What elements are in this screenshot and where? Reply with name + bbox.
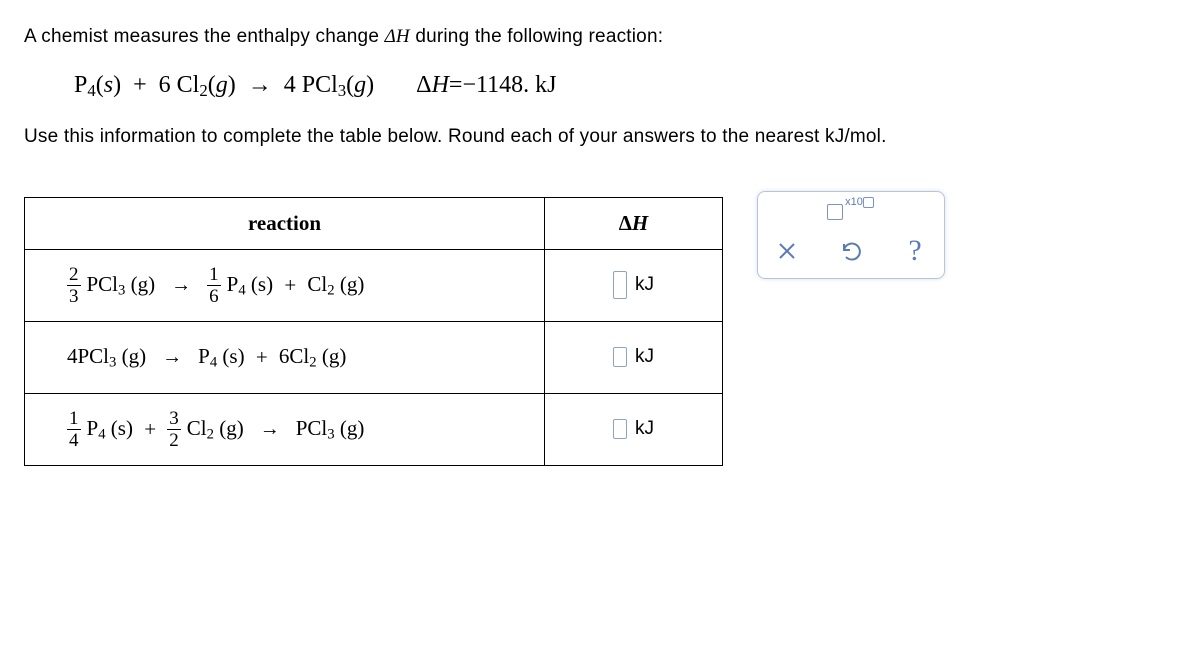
table-row: 4PCl3 (g) → P4 (s) + 6Cl2 (g) kJ: [25, 321, 723, 393]
header-dh: ΔH: [545, 197, 723, 249]
reaction-3: 14 P4 (s) + 32 Cl2 (g) → PCl3 (g): [25, 394, 544, 465]
answer-input-3[interactable]: [613, 419, 627, 439]
reaction-table: reaction ΔH 23 PCl3 (g) → 16 P4 (s) + Cl…: [24, 197, 723, 466]
delta-h-sym-inline: ΔH: [385, 26, 410, 47]
reaction-1: 23 PCl3 (g) → 16 P4 (s) + Cl2 (g): [25, 250, 544, 321]
unit-label: kJ: [635, 344, 654, 371]
undo-icon: [839, 240, 863, 262]
given-reaction-dh: ΔH=−1148. kJ: [416, 69, 556, 103]
keypad-exponent-button[interactable]: x10: [827, 204, 875, 220]
unit-label: kJ: [635, 272, 654, 299]
prompt-suffix: during the following reaction:: [410, 26, 663, 47]
keypad-x10-label: x10: [845, 195, 863, 210]
given-reaction-equation: P4(s) + 6 Cl2(g) → 4 PCl3(g): [74, 69, 374, 103]
header-reaction: reaction: [25, 197, 545, 249]
keypad-panel: x10 ?: [757, 191, 945, 279]
keypad-clear-button[interactable]: [772, 238, 802, 264]
given-dh-value: −1148. kJ: [462, 72, 556, 98]
reaction-2: 4PCl3 (g) → P4 (s) + 6Cl2 (g): [25, 322, 544, 393]
given-reaction: P4(s) + 6 Cl2(g) → 4 PCl3(g) ΔH=−1148. k…: [74, 69, 1176, 103]
keypad-help-button[interactable]: ?: [900, 238, 930, 264]
prompt-prefix: A chemist measures the enthalpy change: [24, 26, 385, 47]
instruction-text: Use this information to complete the tab…: [24, 124, 1176, 151]
prompt-line: A chemist measures the enthalpy change Δ…: [24, 24, 1176, 51]
table-row: 23 PCl3 (g) → 16 P4 (s) + Cl2 (g) kJ: [25, 249, 723, 321]
x-icon: [777, 241, 797, 261]
keypad-undo-button[interactable]: [836, 238, 866, 264]
table-row: 14 P4 (s) + 32 Cl2 (g) → PCl3 (g) kJ: [25, 393, 723, 465]
answer-input-1[interactable]: [613, 271, 627, 299]
answer-input-2[interactable]: [613, 347, 627, 367]
question-icon: ?: [908, 236, 921, 266]
unit-label: kJ: [635, 416, 654, 443]
